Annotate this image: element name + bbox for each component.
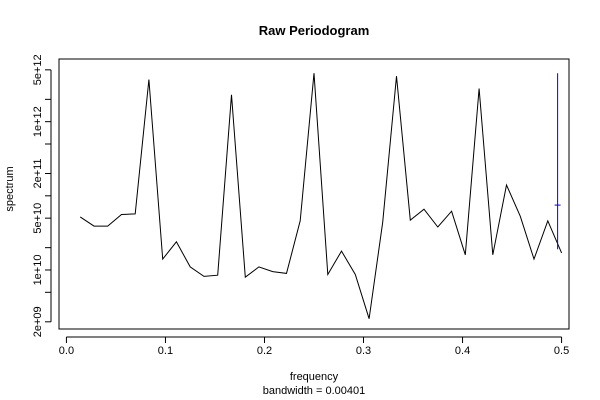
y-axis-label: spectrum xyxy=(4,166,16,211)
y-tick-label: 2e+11 xyxy=(32,158,44,188)
series-layer xyxy=(79,73,563,319)
y-tick-label: 5e+12 xyxy=(32,54,44,85)
x-tick-label: 0.2 xyxy=(257,345,272,357)
bandwidth-label: bandwidth = 0.00401 xyxy=(263,385,365,397)
chart-title: Raw Periodogram xyxy=(259,23,370,38)
x-axis: 0.0 0.1 0.2 0.3 0.4 0.5 xyxy=(59,336,569,357)
x-axis-label: frequency xyxy=(290,371,339,383)
x-tick-label: 0.3 xyxy=(356,345,371,357)
series-line xyxy=(79,73,563,319)
y-tick-label: 2e+09 xyxy=(32,306,44,337)
y-tick-label: 1e+10 xyxy=(32,255,44,286)
x-tick-label: 0.1 xyxy=(158,345,173,357)
plot-frame xyxy=(58,58,570,330)
x-tick-label: 0.4 xyxy=(455,345,470,357)
y-tick-label: 1e+12 xyxy=(32,106,44,137)
x-tick-label: 0.5 xyxy=(554,345,569,357)
x-tick-label: 0.0 xyxy=(59,345,74,357)
confidence-interval xyxy=(554,73,561,250)
y-axis: 2e+09 1e+10 5e+10 2e+11 1e+12 5e+12 xyxy=(32,54,52,337)
y-tick-label: 5e+10 xyxy=(32,203,44,234)
